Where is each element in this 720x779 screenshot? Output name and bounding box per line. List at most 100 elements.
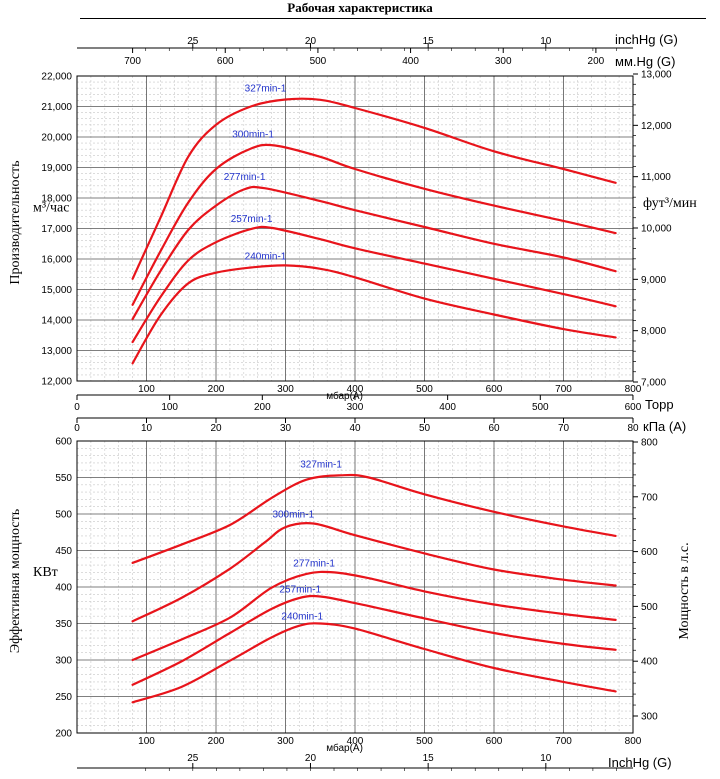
capacity-series-label: 327min-1 — [245, 83, 287, 94]
power-series-277min-1 — [131, 570, 617, 662]
kpa-tick-label: 40 — [349, 423, 361, 434]
power-series-label: 300min-1 — [272, 509, 314, 520]
kpa-tick-label: 10 — [141, 423, 153, 434]
capacity-x-tick-label: 800 — [625, 384, 642, 395]
chart-title: Рабочая характеристика — [287, 0, 433, 15]
title-underline — [80, 18, 706, 19]
kpa-tick-label: 60 — [488, 423, 500, 434]
power-x-tick-label: 200 — [208, 736, 225, 747]
capacity-y2-axis-label: фут³/мин — [643, 196, 697, 211]
capacity-y2-tick-label: 10,000 — [641, 224, 672, 235]
capacity-y-tick-label: 18,000 — [41, 194, 72, 205]
kpa-tick-label: 30 — [280, 423, 292, 434]
inchhg-bottom-tick-label: 25 — [187, 753, 199, 764]
capacity-y-tick-label: 17,000 — [41, 224, 72, 235]
power-y2-tick-label: 600 — [641, 547, 658, 558]
capacity-y-axis-unit: м³/час — [33, 201, 69, 216]
capacity-x-axis-label: мбар(A) — [326, 390, 363, 402]
power-x-tick-label: 400 — [347, 736, 364, 747]
inchhg-top-axis-label: inchHg (G) — [615, 32, 678, 47]
inchhg-bottom-tick-label: 15 — [423, 753, 435, 764]
capacity-y-tick-label: 19,000 — [41, 163, 72, 174]
capacity-x-tick-label: 500 — [416, 384, 433, 395]
power-y-tick-label: 450 — [55, 546, 72, 557]
capacity-y2-tick-label: 8,000 — [641, 326, 666, 337]
mmhg-tick-label: 700 — [124, 56, 141, 67]
capacity-series-label: 257min-1 — [231, 214, 273, 225]
power-y-tick-label: 550 — [55, 473, 72, 484]
mmhg-tick-label: 300 — [495, 56, 512, 67]
capacity-y-tick-label: 16,000 — [41, 255, 72, 266]
capacity-y-tick-label: 13,000 — [41, 346, 72, 357]
kpa-tick-label: 20 — [210, 423, 222, 434]
power-series-label: 240min-1 — [281, 612, 323, 623]
capacity-series-300min-1 — [131, 143, 617, 306]
capacity-series-label: 277min-1 — [224, 172, 266, 183]
power-y-axis-unit: КВт — [33, 565, 58, 580]
power-x-tick-label: 300 — [277, 736, 294, 747]
power-x-axis-label: мбар(A) — [326, 742, 363, 754]
torr-tick-label: 0 — [74, 402, 80, 413]
power-series-label: 277min-1 — [293, 558, 335, 569]
power-y2-tick-label: 500 — [641, 602, 658, 613]
capacity-y-axis-label: Производительность — [8, 160, 23, 284]
capacity-x-tick-label: 300 — [277, 384, 294, 395]
inchhg-top-tick-label: 25 — [187, 36, 199, 47]
torr-tick-label: 300 — [347, 402, 364, 413]
mmhg-tick-label: 600 — [217, 56, 234, 67]
power-y2-tick-label: 300 — [641, 712, 658, 723]
capacity-y-tick-label: 21,000 — [41, 102, 72, 113]
mmhg-tick-label: 400 — [402, 56, 419, 67]
power-series-300min-1 — [131, 521, 617, 623]
power-y-tick-label: 300 — [55, 656, 72, 667]
power-y-tick-label: 400 — [55, 583, 72, 594]
power-y2-tick-label: 700 — [641, 492, 658, 503]
capacity-y2-tick-label: 9,000 — [641, 275, 666, 286]
torr-tick-label: 600 — [625, 402, 642, 413]
capacity-x-tick-label: 400 — [347, 384, 364, 395]
torr-tick-label: 100 — [161, 402, 178, 413]
power-y2-tick-label: 400 — [641, 657, 658, 668]
capacity-y-tick-label: 12,000 — [41, 377, 72, 388]
mmhg-axis-label: мм.Hg (G) — [615, 54, 676, 69]
kpa-axis-label: кПа (A) — [643, 419, 686, 434]
capacity-y-tick-label: 20,000 — [41, 133, 72, 144]
inchhg-bottom-axis-label: InchHg (G) — [608, 755, 672, 770]
capacity-series-label: 300min-1 — [232, 130, 274, 141]
inchhg-top-tick-label: 10 — [540, 36, 552, 47]
power-plot-frame — [76, 440, 634, 734]
power-x-tick-label: 100 — [138, 736, 155, 747]
capacity-series-327min-1 — [131, 97, 617, 280]
kpa-tick-label: 80 — [627, 423, 639, 434]
mmhg-tick-label: 200 — [588, 56, 605, 67]
capacity-x-tick-label: 100 — [138, 384, 155, 395]
inchhg-bottom-tick-label: 20 — [305, 753, 317, 764]
power-x-tick-label: 700 — [555, 736, 572, 747]
kpa-tick-label: 0 — [74, 423, 80, 434]
power-y2-axis-label: Мощность в л.с. — [677, 542, 692, 639]
capacity-y2-tick-label: 7,000 — [641, 378, 666, 389]
capacity-series-257min-1 — [131, 225, 617, 344]
torr-tick-label: 400 — [439, 402, 456, 413]
kpa-tick-label: 50 — [419, 423, 431, 434]
power-y-axis-label: Эффективная мощность — [8, 509, 23, 653]
capacity-x-tick-label: 600 — [486, 384, 503, 395]
power-y-tick-label: 350 — [55, 619, 72, 630]
capacity-series-240min-1 — [131, 264, 617, 365]
power-series-257min-1 — [131, 594, 617, 686]
capacity-x-tick-label: 700 — [555, 384, 572, 395]
mmhg-tick-label: 500 — [310, 56, 327, 67]
power-x-tick-label: 600 — [486, 736, 503, 747]
capacity-y-tick-label: 22,000 — [41, 72, 72, 83]
inchhg-bottom-tick-label: 10 — [540, 753, 552, 764]
power-y-tick-label: 500 — [55, 510, 72, 521]
capacity-y2-tick-label: 13,000 — [641, 70, 672, 81]
power-x-tick-label: 500 — [416, 736, 433, 747]
capacity-x-tick-label: 200 — [208, 384, 225, 395]
torr-tick-label: 200 — [254, 402, 271, 413]
torr-axis-label: Торр — [645, 397, 674, 412]
power-series-label: 257min-1 — [279, 584, 321, 595]
power-x-tick-label: 800 — [625, 736, 642, 747]
